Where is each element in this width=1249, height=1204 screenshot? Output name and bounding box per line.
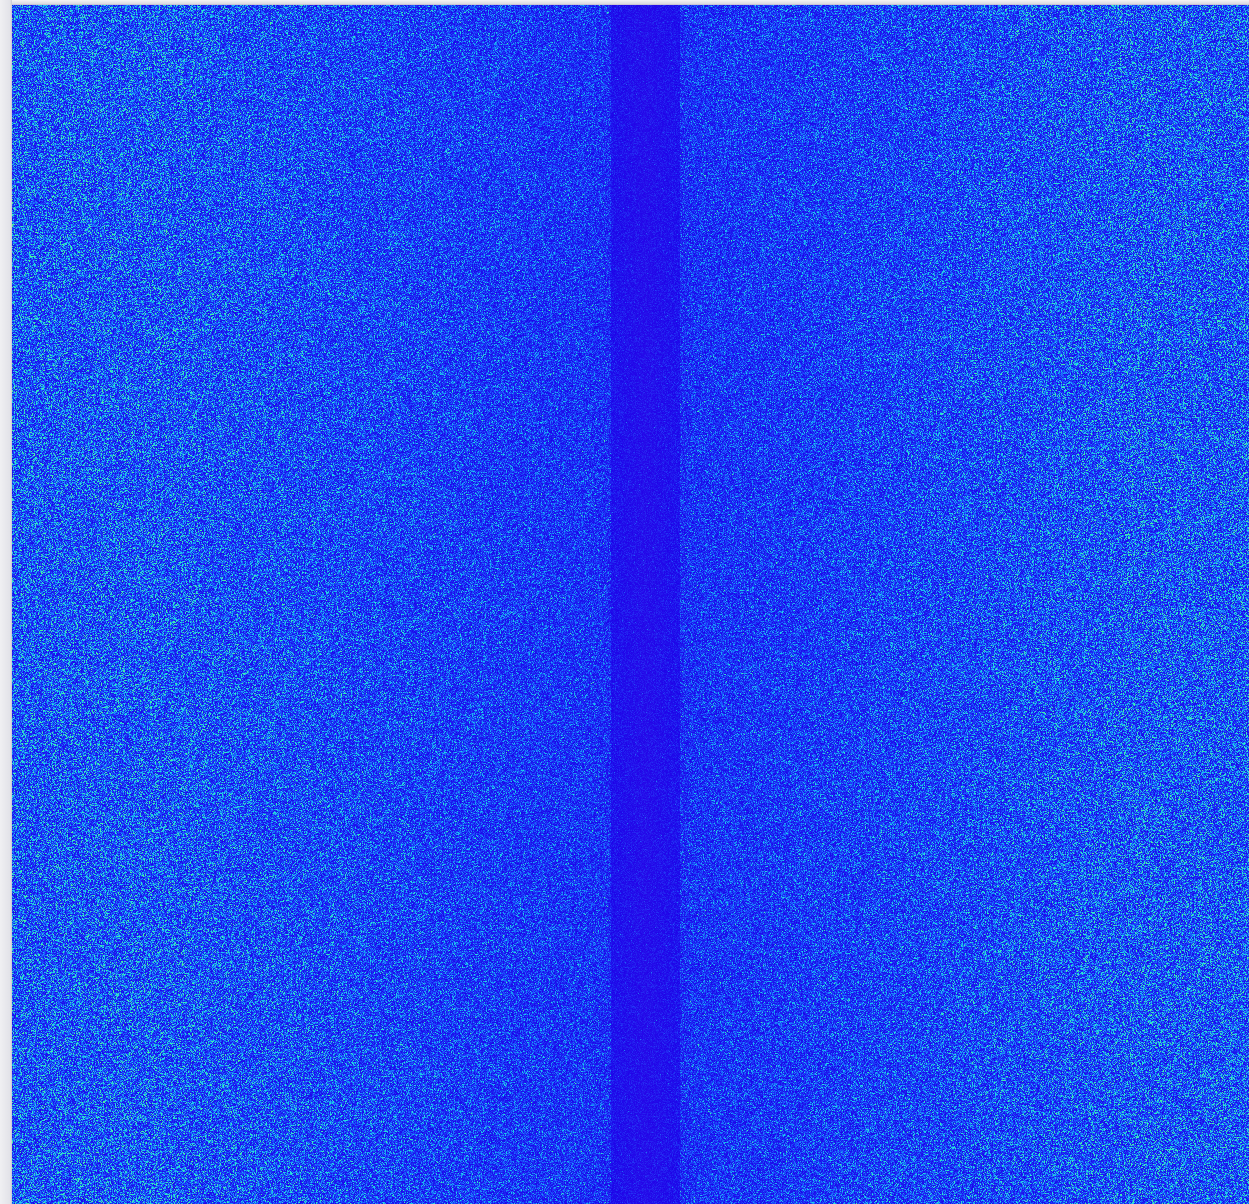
top-window-border xyxy=(12,0,1249,5)
left-window-border xyxy=(0,0,12,1204)
noise-intensity-canvas[interactable] xyxy=(12,5,1249,1204)
